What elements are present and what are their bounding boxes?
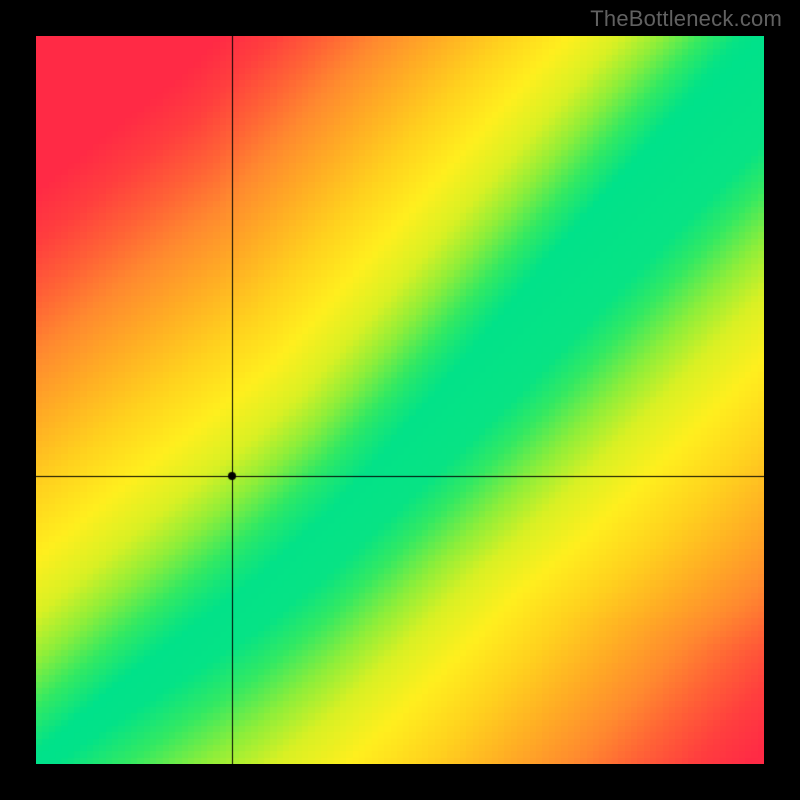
heatmap-canvas <box>36 36 764 764</box>
watermark-text: TheBottleneck.com <box>590 6 782 32</box>
bottleneck-heatmap <box>36 36 764 764</box>
